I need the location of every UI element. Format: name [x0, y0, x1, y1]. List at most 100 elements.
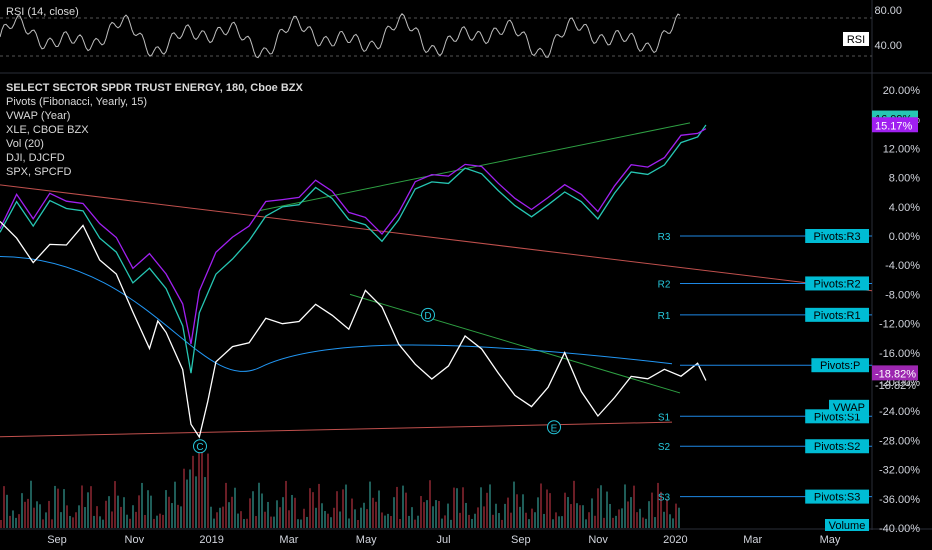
- x-tick-label: May: [356, 534, 377, 546]
- volume-bar: [579, 505, 581, 528]
- volume-bar: [81, 485, 83, 528]
- volume-bar: [195, 476, 197, 528]
- vwap-line: [0, 255, 673, 372]
- volume-bar: [600, 485, 602, 528]
- volume-badge-label: Volume: [829, 520, 866, 532]
- volume-bar: [588, 512, 590, 528]
- volume-bar: [108, 496, 110, 528]
- volume-bar: [642, 517, 644, 528]
- volume-bar: [660, 491, 662, 528]
- volume-bar: [507, 497, 509, 528]
- volume-bar: [636, 512, 638, 528]
- volume-bar: [429, 480, 431, 528]
- volume-bar: [351, 498, 353, 528]
- xle-last-value-badge: [872, 365, 918, 381]
- volume-bar: [639, 508, 641, 528]
- volume-bar: [249, 498, 251, 528]
- volume-bar: [150, 495, 152, 528]
- volume-bar: [174, 481, 176, 528]
- volume-bar: [390, 516, 392, 528]
- pivot-badge: [805, 307, 869, 322]
- volume-bar: [603, 517, 605, 528]
- volume-bar: [336, 491, 338, 528]
- volume-bar: [486, 492, 488, 528]
- volume-bar: [519, 506, 521, 528]
- volume-bar: [30, 480, 32, 528]
- volume-bar: [177, 504, 179, 528]
- volume-bar: [285, 480, 287, 528]
- y-tick-label: -40.00%: [879, 523, 920, 535]
- volume-bar: [540, 483, 542, 528]
- x-tick-label: 2019: [199, 534, 223, 546]
- volume-bar: [147, 490, 149, 528]
- volume-bar: [252, 491, 254, 528]
- pivot-level-label: R3: [658, 232, 671, 243]
- volume-bar: [561, 516, 563, 528]
- volume-bar: [549, 493, 551, 528]
- volume-bar: [306, 516, 308, 528]
- series-line-spx: [0, 128, 707, 345]
- volume-bar: [558, 516, 560, 528]
- spx-last-value-badge-label: 15.17%: [875, 120, 913, 132]
- volume-bar: [330, 517, 332, 528]
- volume-bar: [165, 490, 167, 528]
- legend-pivots: Pivots (Fibonacci, Yearly, 15): [6, 96, 148, 108]
- vwap-badge-label: VWAP: [833, 402, 865, 414]
- volume-bar: [213, 518, 215, 528]
- volume-bar: [375, 501, 377, 528]
- volume-bar: [342, 489, 344, 528]
- volume-bar: [675, 503, 677, 528]
- volume-bar: [297, 519, 299, 528]
- volume-bar: [69, 515, 71, 528]
- volume-bar: [96, 506, 98, 528]
- y-tick-label: -28.00%: [879, 435, 920, 447]
- volume-bar: [282, 497, 284, 528]
- x-tick-label: Nov: [125, 534, 145, 546]
- volume-bar: [354, 509, 356, 528]
- volume-bar: [192, 455, 194, 528]
- volume-bar: [162, 514, 164, 528]
- volume-bar: [435, 500, 437, 528]
- volume-bar: [78, 505, 80, 528]
- volume-bar: [426, 500, 428, 528]
- volume-bar: [216, 512, 218, 528]
- y-tick-label: -12.00%: [879, 319, 920, 331]
- volume-bar: [36, 501, 38, 528]
- volume-bar: [621, 508, 623, 528]
- rsi-level-80: 80.00: [874, 5, 902, 17]
- volume-bar: [543, 513, 545, 528]
- volume-bar: [18, 514, 20, 528]
- volume-bar: [321, 503, 323, 528]
- volume-bar: [366, 509, 368, 528]
- volume-bar: [24, 501, 26, 528]
- volume-bar: [570, 504, 572, 528]
- volume-bar: [105, 500, 107, 528]
- volume-bar: [669, 514, 671, 528]
- volume-bar: [237, 513, 239, 528]
- volume-bar: [483, 506, 485, 528]
- legend-xle: XLE, CBOE BZX: [6, 124, 89, 136]
- volume-bar: [363, 502, 365, 528]
- volume-bar: [576, 503, 578, 528]
- volume-bar: [597, 488, 599, 528]
- volume-bar: [168, 496, 170, 528]
- volume-bar: [45, 512, 47, 528]
- x-tick-label: May: [820, 534, 841, 546]
- volume-bar: [663, 511, 665, 528]
- volume-bar: [387, 513, 389, 528]
- volume-bar: [489, 484, 491, 528]
- series-line-xle: [0, 220, 707, 439]
- rsi-badge-label: RSI: [847, 34, 865, 46]
- volume-bar: [318, 483, 320, 528]
- volume-bar: [567, 497, 569, 528]
- volume-bar: [129, 518, 131, 528]
- y-tick-label: -8.00%: [885, 289, 920, 301]
- wave-label-marker: [193, 439, 207, 454]
- volume-bar: [27, 498, 29, 528]
- pivot-level-label: S3: [658, 493, 671, 504]
- x-tick-label: Mar: [279, 534, 298, 546]
- volume-bar: [624, 484, 626, 528]
- volume-bar: [243, 519, 245, 528]
- y-tick-label: -4.00%: [885, 260, 920, 272]
